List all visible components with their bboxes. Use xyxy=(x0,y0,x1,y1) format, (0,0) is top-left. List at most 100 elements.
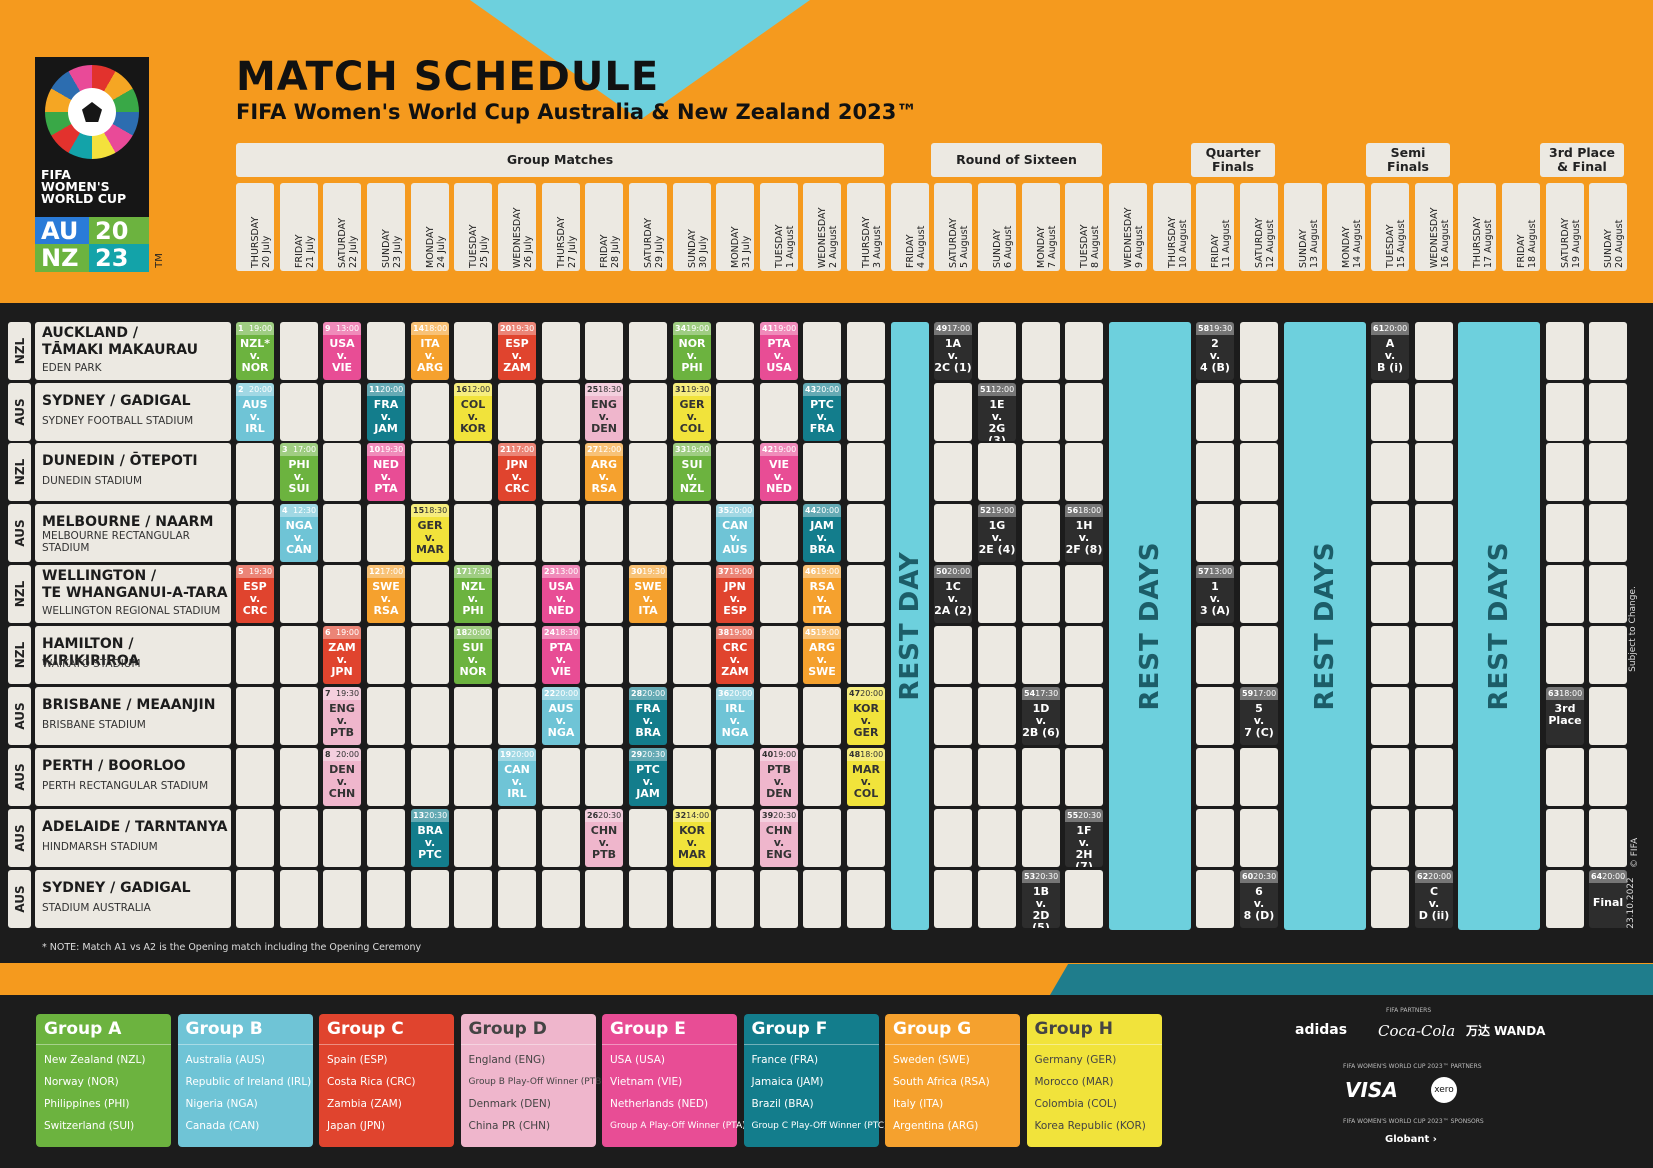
match-card[interactable]: 2019:30 ESP v. ZAM xyxy=(498,322,536,380)
globant-logo: Globant › xyxy=(1385,1134,1437,1145)
match-card[interactable]: 1 19:00 NZL* v. NOR xyxy=(236,322,274,380)
match-card[interactable]: 6420:00 Final xyxy=(1589,870,1627,928)
match-card[interactable]: 1019:30 NED v. PTA xyxy=(367,443,405,501)
match-card[interactable]: 5320:30 1B v. 2D (5) xyxy=(1022,870,1060,928)
match-card[interactable]: 6020:30 6 v. 8 (D) xyxy=(1240,870,1278,928)
match-card[interactable]: 3920:30 CHN v. ENG xyxy=(760,809,798,867)
match-card[interactable]: 1717:30 NZL v. PHI xyxy=(454,565,492,623)
match-time: 19:00 xyxy=(991,506,1015,515)
match-time: 20:30 xyxy=(1035,872,1059,881)
match-card[interactable]: 4 12:30 NGA v. CAN xyxy=(280,504,318,562)
match-card[interactable]: 2920:30 PTC v. JAM xyxy=(629,748,667,806)
match-card[interactable]: 6 19:00 ZAM v. JPN xyxy=(323,626,361,684)
match-card[interactable]: 5713:00 1 v. 3 (A) xyxy=(1196,565,1234,623)
match-card[interactable]: 1320:30 BRA v. PTC xyxy=(411,809,449,867)
match-card[interactable]: 8 20:00 DEN v. CHN xyxy=(323,748,361,806)
group-title: Group E xyxy=(602,1014,737,1045)
match-card[interactable]: 2712:00 ARG v. RSA xyxy=(585,443,623,501)
match-fixture: SUI v. NOR xyxy=(459,641,487,678)
match-fixture: JPN v. ESP xyxy=(723,580,747,617)
match-card[interactable]: 5917:00 5 v. 7 (C) xyxy=(1240,687,1278,745)
empty-cell xyxy=(1240,322,1278,380)
match-header: 2820:00 xyxy=(629,687,667,700)
match-card[interactable]: 1820:00 SUI v. NOR xyxy=(454,626,492,684)
rest-day-label: REST DAYS xyxy=(1135,541,1165,711)
match-card[interactable]: 3719:00 JPN v. ESP xyxy=(716,565,754,623)
match-card[interactable]: 4219:00 VIE v. NED xyxy=(760,443,798,501)
match-card[interactable]: 3214:00 KOR v. MAR xyxy=(673,809,711,867)
copyright: © FIFA xyxy=(1630,837,1641,869)
match-card[interactable]: 4019:00 PTB v. DEN xyxy=(760,748,798,806)
match-card[interactable]: 1612:00 COL v. KOR xyxy=(454,383,492,441)
match-card[interactable]: 6318:00 3rd Place xyxy=(1546,687,1584,745)
match-card[interactable]: 4917:00 1A v. 2C (1) xyxy=(934,322,972,380)
match-time: 19:30 xyxy=(249,567,273,576)
match-card[interactable]: 3 17:00 PHI v. SUI xyxy=(280,443,318,501)
match-time: 19:00 xyxy=(729,628,753,637)
match-number: 36 xyxy=(718,689,730,698)
match-card[interactable]: 1217:00 SWE v. RSA xyxy=(367,565,405,623)
match-number: 52 xyxy=(980,506,992,515)
match-time: 18:30 xyxy=(555,628,579,637)
match-card[interactable]: 2418:30 PTA v. VIE xyxy=(542,626,580,684)
empty-cell xyxy=(1240,809,1278,867)
empty-cell xyxy=(236,809,274,867)
empty-cell xyxy=(1022,565,1060,623)
match-card[interactable]: 1120:00 FRA v. JAM xyxy=(367,383,405,441)
match-card[interactable]: 5219:00 1G v. 2E (4) xyxy=(978,504,1016,562)
match-card[interactable]: 3319:00 SUI v. NZL xyxy=(673,443,711,501)
day-header: SATURDAY 22 July xyxy=(323,183,361,271)
match-card[interactable]: 3419:00 NOR v. PHI xyxy=(673,322,711,380)
day-header: MONDAY 31 July xyxy=(716,183,754,271)
match-card[interactable]: 4420:00 JAM v. BRA xyxy=(803,504,841,562)
match-card[interactable]: 5 19:30 ESP v. CRC xyxy=(236,565,274,623)
day-header: THURSDAY 10 August xyxy=(1153,183,1191,271)
match-card[interactable]: 4119:00 PTA v. USA xyxy=(760,322,798,380)
empty-cell xyxy=(934,504,972,562)
match-card[interactable]: 5112:00 1E v. 2G (3) xyxy=(978,383,1016,441)
match-card[interactable]: 5819:30 2 v. 4 (B) xyxy=(1196,322,1234,380)
venue-label: HAMILTON / KIRIKIRIROA WAIKATO STADIUM xyxy=(35,626,231,684)
match-card[interactable]: 1418:00 ITA v. ARG xyxy=(411,322,449,380)
match-card[interactable]: 5520:30 1F v. 2H (7) xyxy=(1065,809,1103,867)
match-card[interactable]: 4720:00 KOR v. GER xyxy=(847,687,885,745)
match-card[interactable]: 6220:00 C v. D (ii) xyxy=(1415,870,1453,928)
match-card[interactable]: 2518:30 ENG v. DEN xyxy=(585,383,623,441)
match-card[interactable]: 4818:00 MAR v. COL xyxy=(847,748,885,806)
match-card[interactable]: 3119:30 GER v. COL xyxy=(673,383,711,441)
match-card[interactable]: 2820:00 FRA v. BRA xyxy=(629,687,667,745)
match-card[interactable]: 2 20:00 AUS v. IRL xyxy=(236,383,274,441)
match-card[interactable]: 4320:00 PTC v. FRA xyxy=(803,383,841,441)
group-team: Jamaica (JAM) xyxy=(751,1076,824,1088)
wanda-logo: 万达 WANDA xyxy=(1466,1024,1546,1038)
match-card[interactable]: 5020:00 1C v. 2A (2) xyxy=(934,565,972,623)
match-card[interactable]: 7 19:30 ENG v. PTB xyxy=(323,687,361,745)
match-card[interactable]: 2313:00 USA v. NED xyxy=(542,565,580,623)
match-fixture: PHI v. SUI xyxy=(288,458,310,495)
match-card[interactable]: 3520:00 CAN v. AUS xyxy=(716,504,754,562)
venue-stadium: SYDNEY FOOTBALL STADIUM xyxy=(42,415,194,427)
match-card[interactable]: 4519:00 ARG v. SWE xyxy=(803,626,841,684)
empty-cell xyxy=(323,565,361,623)
match-card[interactable]: 3019:30 SWE v. ITA xyxy=(629,565,667,623)
match-card[interactable]: 2620:30 CHN v. PTB xyxy=(585,809,623,867)
group-team: China PR (CHN) xyxy=(468,1120,551,1132)
phase-third-place-final: 3rd Place & Final xyxy=(1540,143,1624,177)
venue-city: WELLINGTON / TE WHANGANUI-A-TARA xyxy=(42,568,228,601)
match-card[interactable]: 2220:00 AUS v. NGA xyxy=(542,687,580,745)
match-card[interactable]: 5618:00 1H v. 2F (8) xyxy=(1065,504,1103,562)
match-fixture: 1F v. 2H (7) xyxy=(1075,824,1093,868)
match-card[interactable]: 1920:00 CAN v. IRL xyxy=(498,748,536,806)
match-card[interactable]: 2117:00 JPN v. CRC xyxy=(498,443,536,501)
match-header: 1612:00 xyxy=(454,383,492,396)
match-card[interactable]: 1518:30 GER v. MAR xyxy=(411,504,449,562)
match-card[interactable]: 3819:00 CRC v. ZAM xyxy=(716,626,754,684)
match-card[interactable]: 9 13:00 USA v. VIE xyxy=(323,322,361,380)
empty-cell xyxy=(1022,383,1060,441)
match-card[interactable]: 4619:00 RSA v. ITA xyxy=(803,565,841,623)
match-card[interactable]: 3620:00 IRL v. NGA xyxy=(716,687,754,745)
match-card[interactable]: 6120:00 A v. B (i) xyxy=(1371,322,1409,380)
empty-cell xyxy=(454,687,492,745)
match-card[interactable]: 5417:30 1D v. 2B (6) xyxy=(1022,687,1060,745)
match-header: 4119:00 xyxy=(760,322,798,335)
